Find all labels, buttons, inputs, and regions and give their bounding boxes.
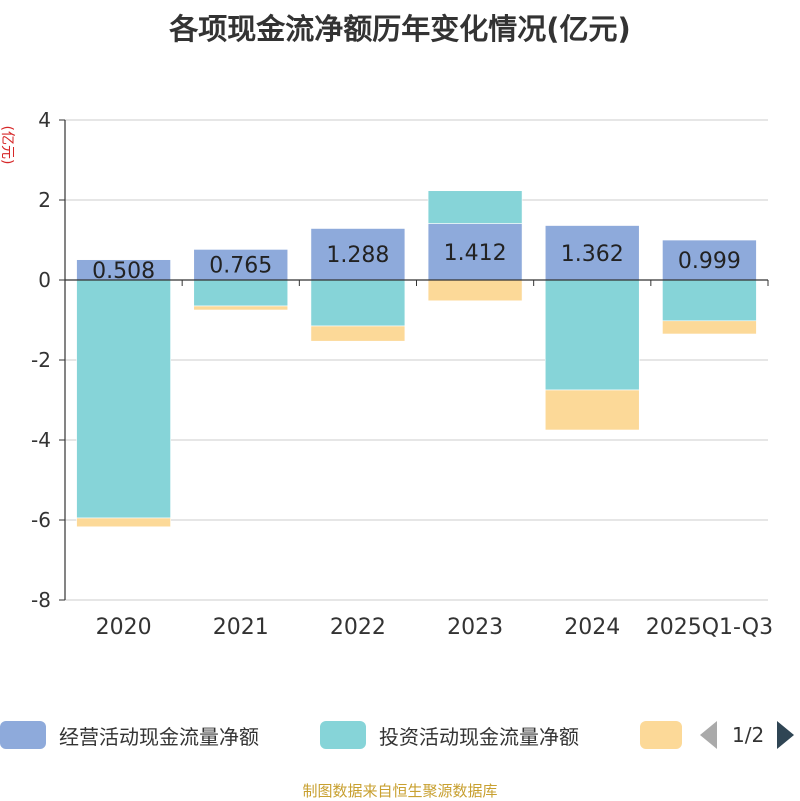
data-label-2025Q1-Q3: 0.999: [678, 249, 741, 274]
x-tick-label-2020: 2020: [96, 615, 152, 640]
y-tick-label-0: 0: [38, 268, 51, 292]
bar-2022-series-1: [310, 279, 406, 327]
legend-prev-page-icon[interactable]: [700, 721, 717, 749]
bar-2021-series-0: [193, 249, 289, 281]
legend-swatch-operating: [0, 721, 46, 749]
bar-2024-series-0: [544, 225, 640, 281]
bar-2024-series-2: [544, 389, 640, 431]
bar-2023-series-2: [427, 279, 523, 302]
y-tick-label--6: -6: [31, 508, 51, 532]
chart-legend: 经营活动现金流量净额 投资活动现金流量净额 1/2: [0, 718, 800, 752]
legend-label-operating: 经营活动现金流量净额: [59, 724, 259, 749]
y-tick-label--4: -4: [31, 428, 51, 452]
bar-2025Q1-Q3-series-1: [662, 279, 757, 322]
bar-2022-series-2: [310, 325, 406, 342]
source-footer: 制图数据来自恒生聚源数据库: [302, 782, 498, 800]
bar-2022-series-0: [310, 228, 406, 281]
y-tick-label-4: 4: [38, 108, 51, 132]
legend-label-investing: 投资活动现金流量净额: [379, 724, 579, 749]
data-label-2023: 1.412: [444, 241, 507, 266]
bar-2021-series-1: [193, 279, 289, 307]
data-label-2024: 1.362: [561, 242, 624, 267]
x-tick-label-2024: 2024: [564, 615, 620, 640]
chart-title: 各项现金流净额历年变化情况(亿元): [169, 12, 631, 46]
y-tick-label--8: -8: [31, 588, 51, 612]
x-tick-label-2025Q1-Q3: 2025Q1-Q3: [646, 615, 773, 640]
legend-swatch-investing: [320, 721, 366, 749]
bar-2025Q1-Q3-series-0: [662, 239, 757, 281]
y-tick-label-2: 2: [38, 188, 51, 212]
x-tick-label-2021: 2021: [213, 615, 269, 640]
legend-page-indicator: 1/2: [732, 723, 765, 747]
x-tick-label-2022: 2022: [330, 615, 386, 640]
legend-next-page-icon[interactable]: [777, 721, 795, 749]
bar-2025Q1-Q3-series-2: [662, 320, 757, 335]
legend-pager: 1/2: [700, 718, 795, 752]
chart-plot: 420-2-4-6-8(亿元)0.508 0.765 1.288 1.412 1.362…: [0, 108, 773, 640]
bar-2023-series-0: [427, 223, 523, 281]
data-label-2022: 1.288: [326, 243, 389, 268]
legend-swatch-financing: [640, 721, 682, 749]
bar-2021-series-2: [193, 305, 289, 311]
bar-2020-series-2: [76, 517, 171, 528]
y-axis-label: (亿元): [0, 126, 15, 165]
bar-2023-series-1: [427, 190, 523, 224]
legend-item-investing[interactable]: 投资活动现金流量净额: [320, 718, 579, 752]
y-tick-label--2: -2: [31, 348, 51, 372]
data-label-2021: 0.765: [209, 254, 272, 279]
bar-2020-series-1: [76, 279, 171, 519]
legend-item-financing[interactable]: [640, 718, 682, 752]
bar-2024-series-1: [544, 279, 640, 391]
x-tick-label-2023: 2023: [447, 615, 503, 640]
legend-item-operating[interactable]: 经营活动现金流量净额: [0, 718, 259, 752]
